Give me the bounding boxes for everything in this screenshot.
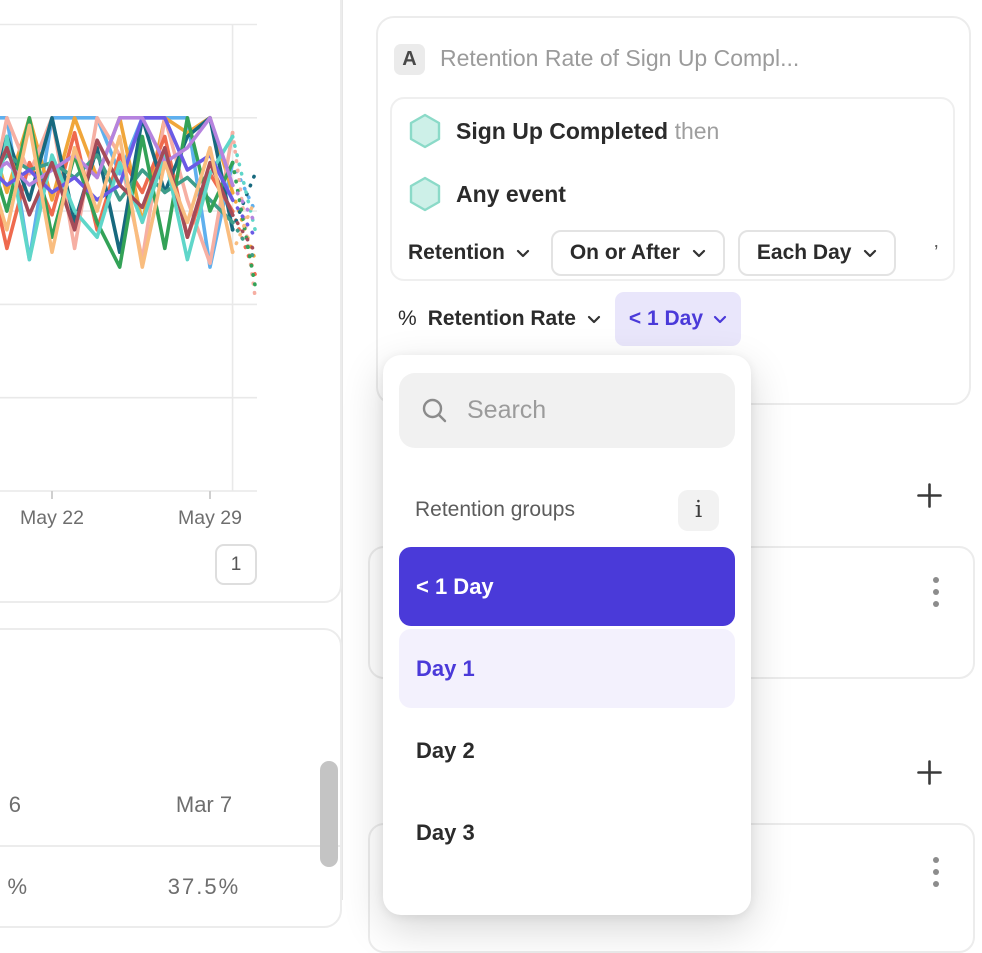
clipped-control-fragment: ’ — [934, 242, 939, 264]
svg-text:May 29: May 29 — [178, 507, 242, 529]
dot — [933, 577, 939, 583]
metric-letter-badge: A — [394, 44, 425, 75]
search-input[interactable] — [465, 395, 709, 426]
timing-label: On or After — [569, 241, 680, 264]
add-metric-button[interactable] — [916, 482, 943, 509]
dot — [933, 601, 939, 607]
pane-divider — [341, 0, 343, 900]
more-options-button[interactable] — [933, 857, 939, 887]
table-row-divider — [0, 845, 340, 847]
table-value-cell: % — [7, 874, 27, 899]
more-options-button[interactable] — [933, 577, 939, 607]
group-section-label: Retention groups — [415, 498, 575, 521]
event-definition-card: Sign Up Completed then Any event Retenti… — [390, 97, 955, 281]
retention-group-value: < 1 Day — [628, 307, 704, 330]
info-glyph: i — [694, 497, 703, 523]
dot — [933, 881, 939, 887]
table-header-cell: Mar 7 — [175, 792, 233, 817]
event-row[interactable]: Any event — [408, 176, 566, 212]
search-icon — [422, 398, 447, 423]
event-name[interactable]: Any event — [456, 180, 566, 207]
retention-group-dropdown[interactable]: < 1 Day — [614, 292, 742, 346]
metric-title[interactable]: Retention Rate of Sign Up Compl... — [440, 45, 800, 71]
svg-text:May 22: May 22 — [20, 507, 84, 529]
table-header-cell: 6 — [8, 792, 21, 817]
dot — [933, 869, 939, 875]
vertical-scrollbar-thumb[interactable] — [320, 761, 338, 867]
option-day-1[interactable]: Day 1 — [399, 629, 735, 708]
timing-dropdown[interactable]: On or After — [550, 230, 725, 276]
event-name[interactable]: Sign Up Completed — [456, 117, 669, 144]
metric-type-dropdown[interactable]: Retention Rate — [428, 307, 601, 331]
chevron-down-icon — [516, 249, 530, 258]
interval-dropdown[interactable]: Each Day — [737, 230, 897, 276]
table-value-cell: 37.5% — [167, 874, 241, 899]
metric-panel-card: A Retention Rate of Sign Up Compl... Sig… — [376, 16, 971, 405]
retention-mode-label: Retention — [408, 241, 505, 264]
option-day-2[interactable]: Day 2 — [416, 737, 475, 763]
event-hexagon-icon — [409, 113, 441, 149]
search-box[interactable] — [399, 373, 735, 448]
breakdown-table-card: 6 Mar 7 % 37.5% — [0, 628, 342, 928]
interval-label: Each Day — [756, 241, 852, 264]
add-metric-button[interactable] — [916, 759, 943, 786]
percent-icon: % — [398, 307, 417, 330]
option-day-3[interactable]: Day 3 — [416, 819, 475, 845]
chevron-down-icon — [587, 315, 601, 324]
event-suffix: then — [674, 117, 720, 144]
pagination-page-label: 1 — [230, 553, 242, 575]
chevron-down-icon — [713, 315, 727, 324]
option-lt-1-day[interactable]: < 1 Day — [399, 547, 735, 626]
retention-group-popup: Retention groups i < 1 Day Day 1 Day 2 D… — [383, 355, 751, 915]
dot — [933, 589, 939, 595]
retention-chart: May 22 May 29 — [0, 23, 257, 529]
info-icon[interactable]: i — [678, 489, 719, 531]
event-hexagon-icon — [409, 176, 441, 212]
dot — [933, 857, 939, 863]
event-row[interactable]: Sign Up Completed then — [408, 113, 719, 149]
chevron-down-icon — [863, 249, 877, 258]
chevron-down-icon — [692, 249, 706, 258]
options-list: < 1 Day Day 1 Day 2 Day 3 — [399, 547, 735, 875]
retention-chart-card: May 22 May 29 — [0, 0, 342, 603]
metric-letter: A — [402, 48, 417, 70]
pagination-page-button[interactable]: 1 — [215, 544, 257, 585]
retention-mode-dropdown[interactable]: Retention — [400, 230, 538, 276]
metric-type-label: Retention Rate — [427, 307, 576, 330]
